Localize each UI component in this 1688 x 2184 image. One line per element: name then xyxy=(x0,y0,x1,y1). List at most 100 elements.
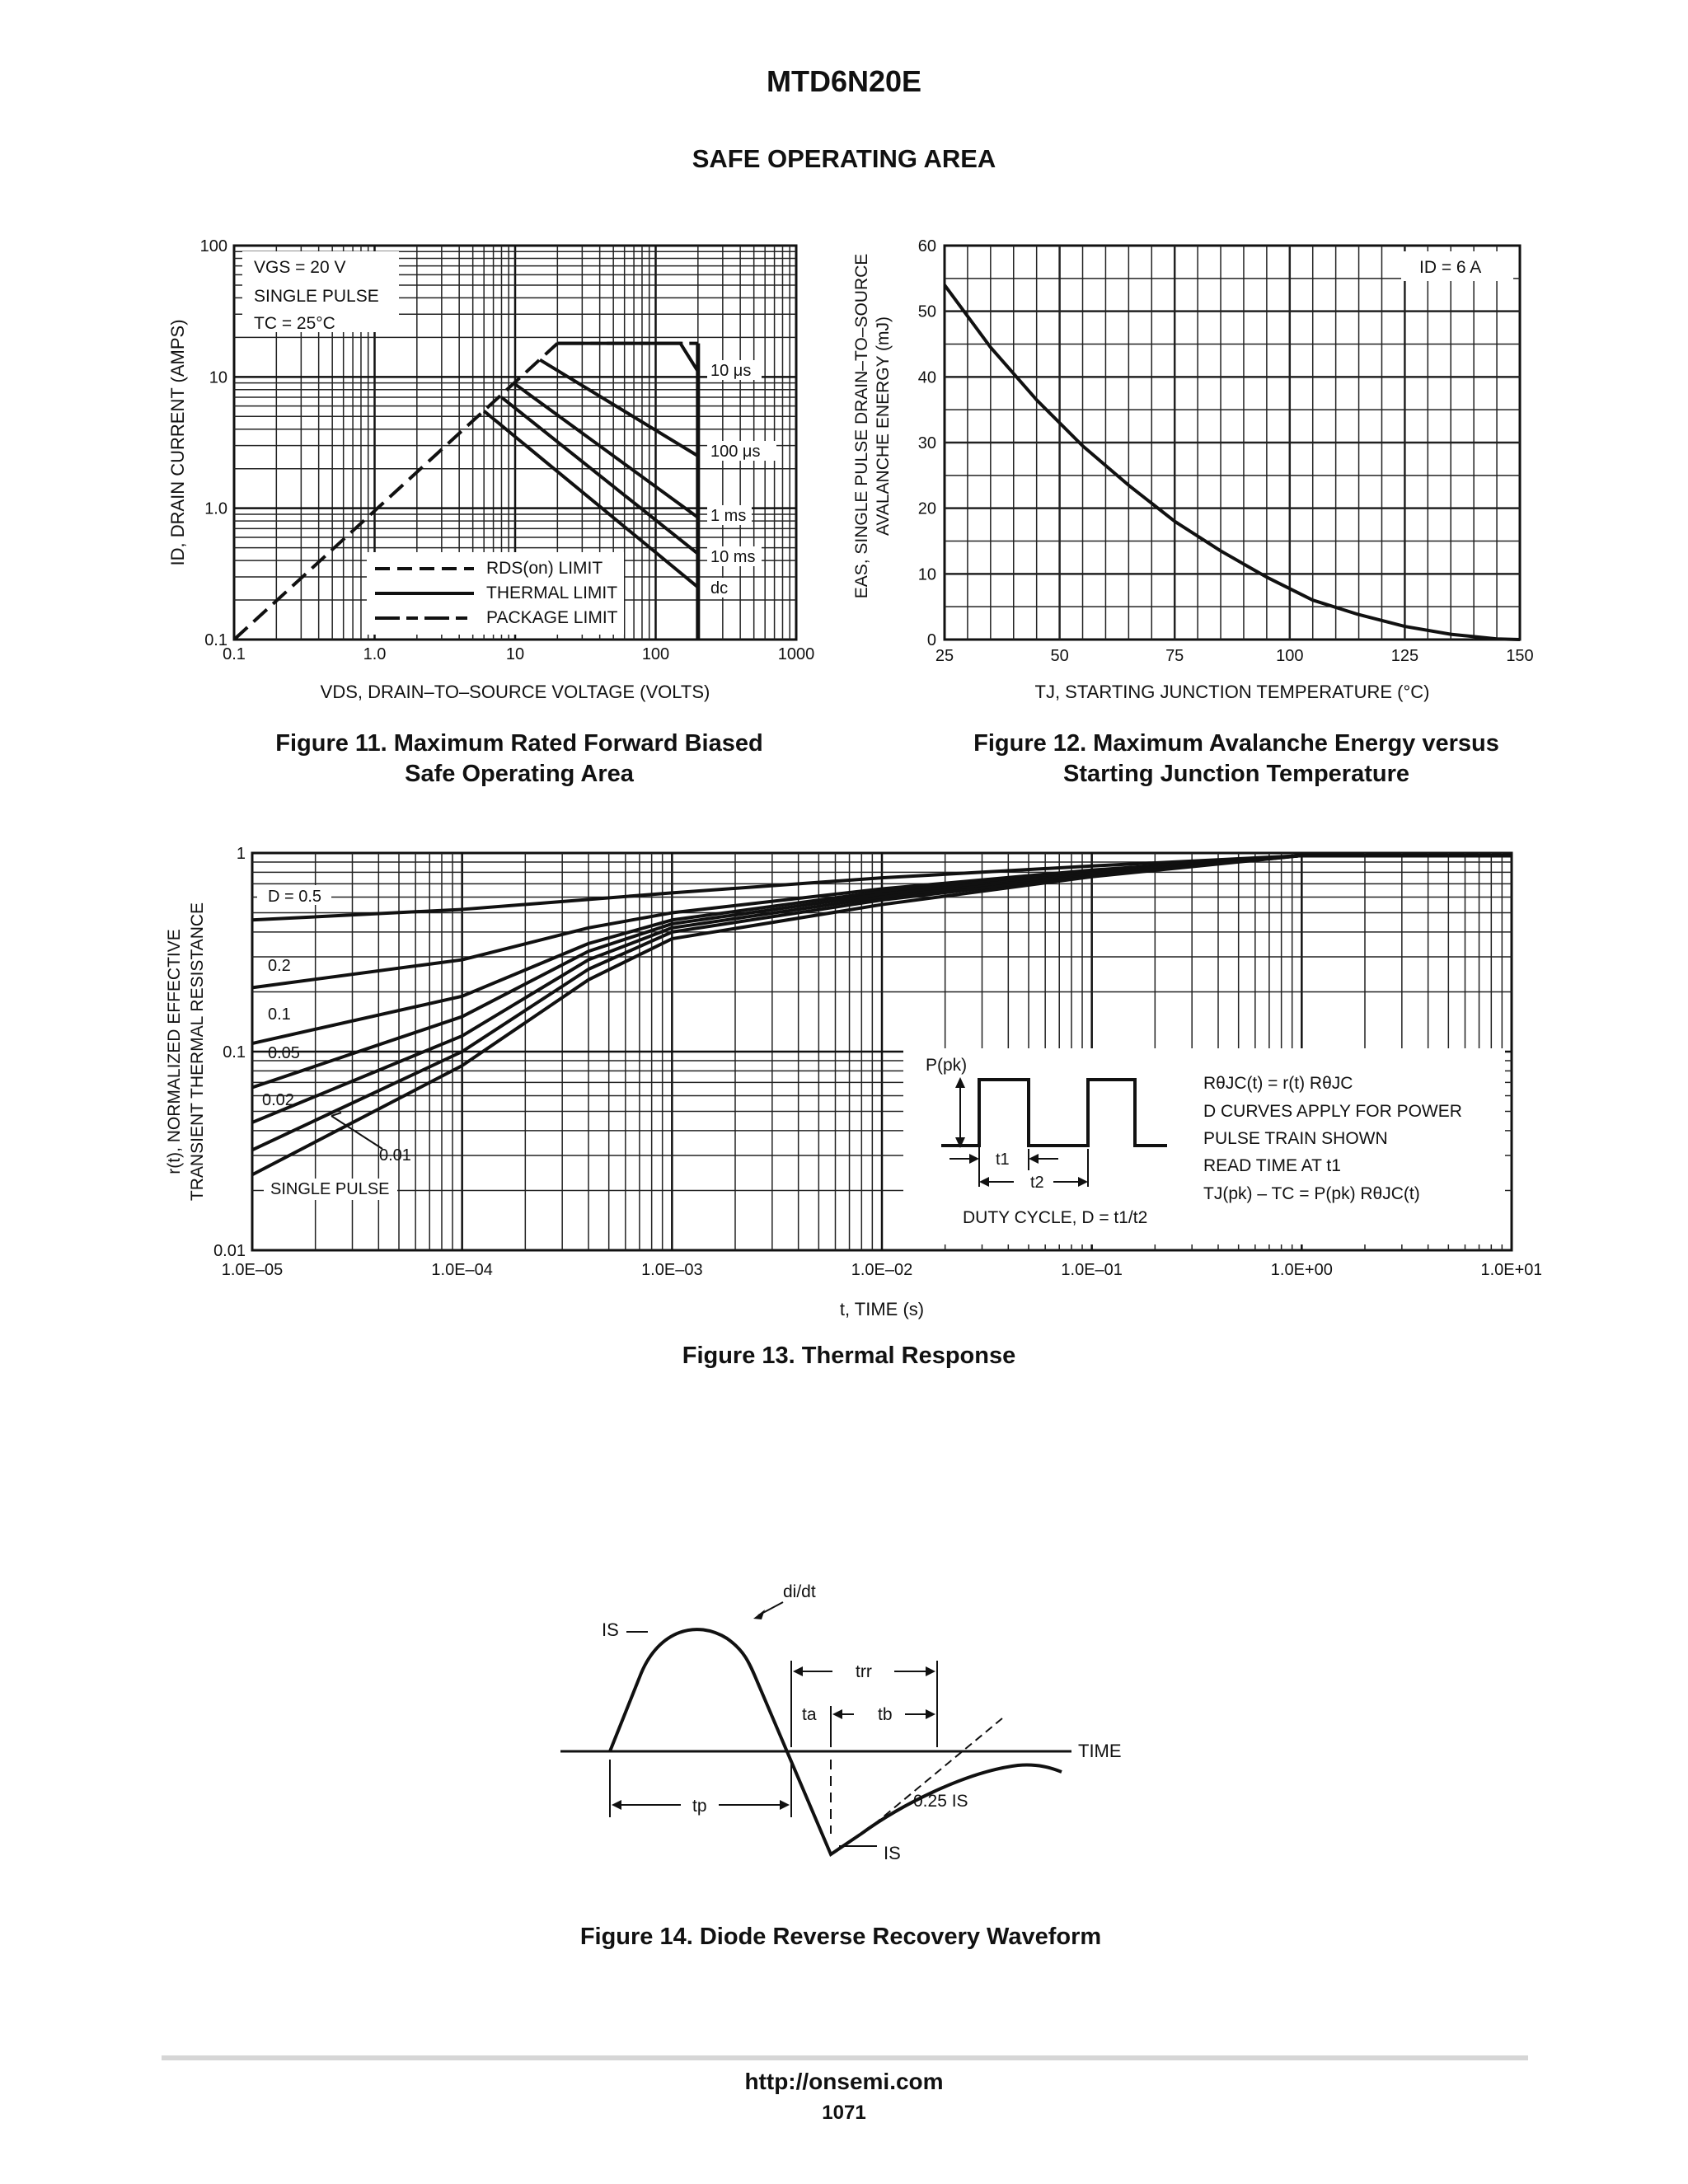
y-tick-label: 10 xyxy=(209,368,227,387)
fig11-chart: 0.1 1.0 10 100 1000 0.1 1.0 10 100 VGS = 20 V SI… xyxy=(167,237,815,702)
y-tick-label: 100 xyxy=(200,237,227,255)
fig14-quarter-is: 0.25 IS xyxy=(913,1792,968,1811)
fig12-xlabel: TJ, STARTING JUNCTION TEMPERATURE (°C) xyxy=(1035,682,1430,702)
fig13-label-single: SINGLE PULSE xyxy=(270,1180,390,1198)
curve-label-dc: dc xyxy=(710,579,728,598)
x-tick-label: 1.0E–04 xyxy=(431,1261,493,1279)
y-tick-label: 0.1 xyxy=(204,631,227,649)
x-tick-label: 50 xyxy=(1050,647,1068,665)
fig14-caption: Figure 14. Diode Reverse Recovery Wavefo… xyxy=(579,1924,1102,1950)
series-id-6a xyxy=(943,284,1521,641)
recovery-waveform xyxy=(608,1628,1062,1858)
fig14-diagram: TIME di/dt IS trr ta tb tp 0.25 IS IS xyxy=(560,1582,1122,1863)
series-single-pulse xyxy=(251,854,1512,1177)
series-rds-on-limit xyxy=(232,342,559,641)
legend-package: PACKAGE LIMIT xyxy=(486,608,618,627)
fig14-is-bottom: IS xyxy=(884,1843,901,1863)
section-title: SAFE OPERATING AREA xyxy=(692,144,996,173)
fig13-label-005: 0.05 xyxy=(268,1044,300,1062)
x-tick-label: 1.0E–03 xyxy=(641,1261,703,1279)
y-tick-label: 60 xyxy=(918,237,936,255)
fig13-chart: 1.0E–05 1.0E–04 1.0E–03 1.0E–02 1.0E–01 1.0E+… xyxy=(165,845,1541,1319)
legend-rdson: RDS(on) LIMIT xyxy=(486,559,603,578)
curve-label-1ms: 1 ms xyxy=(710,507,746,525)
y-tick-label: 10 xyxy=(918,565,936,583)
fig13-label-01: 0.1 xyxy=(268,1005,291,1024)
fig14-tb: tb xyxy=(878,1705,893,1724)
fig14-trr: trr xyxy=(856,1662,872,1681)
x-tick-label: 1000 xyxy=(778,645,815,663)
x-tick-label: 1.0E–02 xyxy=(851,1261,913,1279)
x-tick-label: 1.0E+01 xyxy=(1480,1261,1541,1279)
fig14-didt: di/dt xyxy=(783,1582,816,1601)
x-tick-label: 0.1 xyxy=(223,645,246,663)
fig11-condition-tc: TC = 25°C xyxy=(254,314,335,333)
y-tick-label: 40 xyxy=(918,368,936,387)
fig13-label-002: 0.02 xyxy=(262,1091,294,1109)
x-tick-label: 100 xyxy=(642,645,669,663)
note-5: TJ(pk) – TC = P(pk) RθJC(t) xyxy=(1203,1184,1420,1203)
y-tick-label: 0.01 xyxy=(213,1242,246,1260)
fig13-label-02: 0.2 xyxy=(268,957,291,975)
x-tick-label: 25 xyxy=(935,647,954,665)
fig11-condition-pulse: SINGLE PULSE xyxy=(254,287,379,306)
y-tick-label: 1 xyxy=(237,845,246,863)
fig13-leader-001 xyxy=(331,1115,383,1150)
series-100-s xyxy=(538,358,699,457)
fig14-tp: tp xyxy=(692,1797,707,1816)
y-tick-label: 0 xyxy=(927,631,936,649)
footer-url[interactable]: http://onsemi.com xyxy=(744,2069,944,2094)
recovery-extrapolation xyxy=(863,1718,1003,1834)
x-tick-label: 100 xyxy=(1276,647,1303,665)
fig13-label-001: 0.01 xyxy=(379,1146,411,1165)
y-tick-label: 0.1 xyxy=(223,1043,246,1062)
curve-label-100us: 100 μs xyxy=(710,443,760,461)
y-tick-label: 1.0 xyxy=(204,500,227,518)
note-1: RθJC(t) = r(t) RθJC xyxy=(1203,1074,1353,1093)
note-2: D CURVES APPLY FOR POWER xyxy=(1203,1102,1462,1121)
fig12-chart: 25 50 75 100 125 150 0 10 20 30 40 50 60 ID = 6 A TJ… xyxy=(852,237,1534,702)
x-tick-label: 10 xyxy=(506,645,524,663)
fig13-label-d05: D = 0.5 xyxy=(268,888,321,906)
fig13-xlabel: t, TIME (s) xyxy=(840,1299,924,1319)
legend-thermal: THERMAL LIMIT xyxy=(486,583,617,602)
fig14-ta: ta xyxy=(802,1705,817,1724)
part-number: MTD6N20E xyxy=(766,64,922,98)
inset-t1: t1 xyxy=(996,1151,1010,1169)
fig12-ylabel-1: EAS, SINGLE PULSE DRAIN–TO–SOURCE xyxy=(852,254,871,599)
x-tick-label: 1.0 xyxy=(363,645,387,663)
fig11-condition-vgs: VGS = 20 V xyxy=(254,258,345,277)
x-tick-label: 1.0E–05 xyxy=(222,1261,284,1279)
curve-label-10us: 10 μs xyxy=(710,362,751,380)
y-tick-label: 20 xyxy=(918,500,936,518)
note-4: READ TIME AT t1 xyxy=(1203,1156,1341,1175)
footer-rule xyxy=(162,2055,1528,2060)
fig14-is-top: IS xyxy=(602,1619,619,1640)
y-tick-label: 50 xyxy=(918,303,936,321)
curve-label-10ms: 10 ms xyxy=(710,548,755,566)
note-3: PULSE TRAIN SHOWN xyxy=(1203,1129,1388,1148)
x-tick-label: 1.0E+00 xyxy=(1271,1261,1333,1279)
inset-ppk: P(pk) xyxy=(926,1056,967,1075)
fig13-caption: Figure 13. Thermal Response xyxy=(682,1343,1016,1369)
series-dc xyxy=(482,410,700,589)
series-10-s xyxy=(557,341,700,373)
fig11-ylabel: ID, DRAIN CURRENT (AMPS) xyxy=(167,319,188,565)
fig12-ylabel-2: AVALANCHE ENERGY (mJ) xyxy=(874,316,893,536)
fig12-caption: Figure 12. Maximum Avalanche Energy vers… xyxy=(973,730,1499,787)
x-tick-label: 1.0E–01 xyxy=(1061,1261,1123,1279)
inset-duty: DUTY CYCLE, D = t1/t2 xyxy=(963,1208,1147,1227)
fig11-caption: Figure 11. Maximum Rated Forward Biased S… xyxy=(275,730,763,787)
series-10-ms xyxy=(500,396,700,555)
inset-t2: t2 xyxy=(1030,1174,1044,1192)
fig13-ylabel-2: TRANSIENT THERMAL RESISTANCE xyxy=(188,902,207,1201)
x-tick-label: 150 xyxy=(1506,647,1533,665)
fig11-xlabel: VDS, DRAIN–TO–SOURCE VOLTAGE (VOLTS) xyxy=(321,682,710,702)
fig13-ylabel-1: r(t), NORMALIZED EFFECTIVE xyxy=(165,929,184,1174)
series-1-ms xyxy=(513,382,700,519)
fig12-condition: ID = 6 A xyxy=(1419,258,1481,277)
inset-pulse-train xyxy=(941,1078,1167,1147)
y-tick-label: 30 xyxy=(918,434,936,452)
page-number: 1071 xyxy=(822,2102,866,2124)
fig14-time: TIME xyxy=(1078,1741,1122,1761)
